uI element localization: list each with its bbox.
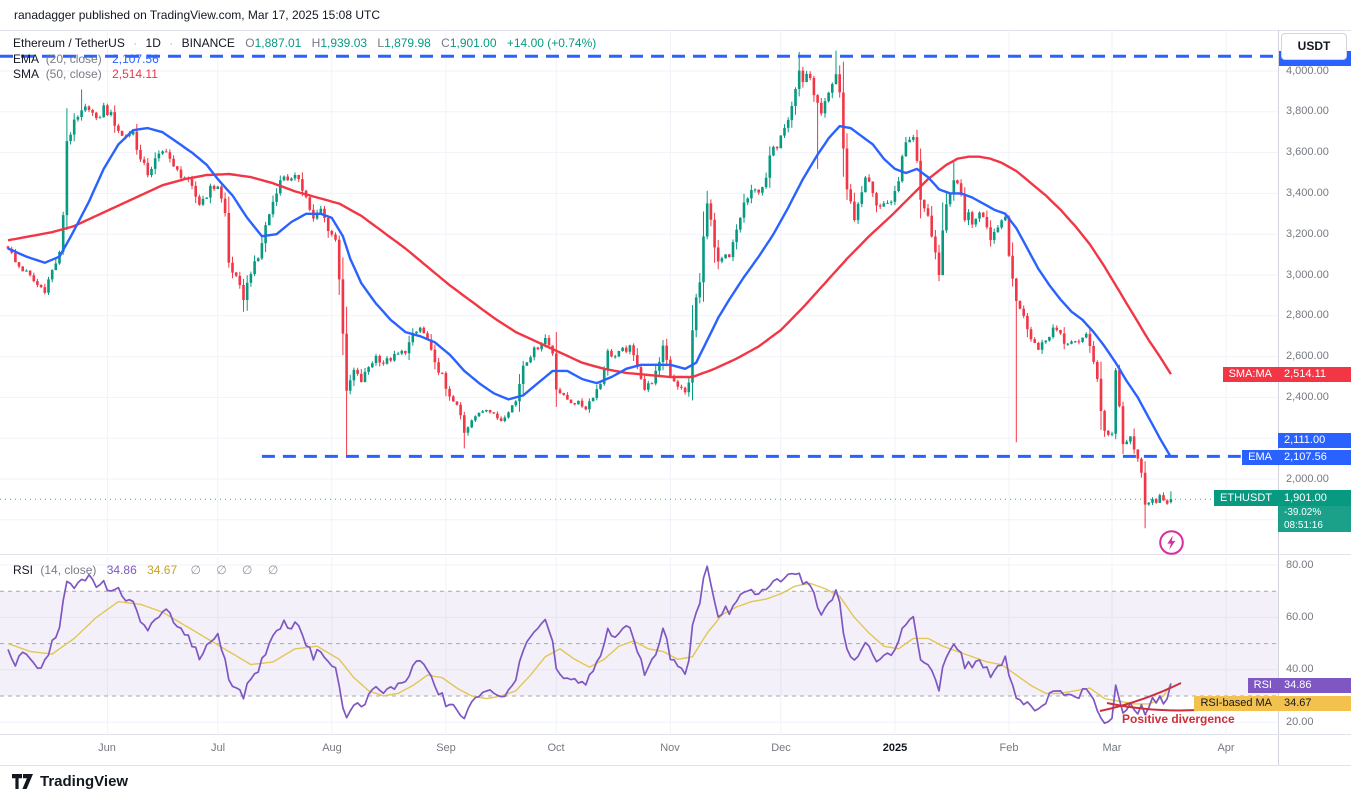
- price-axis-label: 2,800.00: [1286, 309, 1329, 321]
- ema-value: 2,107.56: [112, 52, 159, 66]
- sma-axis-badge: SMA:MA 2,514.11: [1222, 367, 1351, 382]
- ema-legend[interactable]: EMA (20, close) 2,107.56: [13, 52, 159, 66]
- ema-axis-badge-value: 2,107.56: [1284, 451, 1327, 463]
- rsi-value: 34.86: [106, 563, 137, 577]
- price-axis-label: 3,200.00: [1286, 228, 1329, 240]
- hidden-plots-icons[interactable]: ∅ ∅ ∅ ∅: [190, 563, 285, 577]
- sma-legend[interactable]: SMA (50, close) 2,514.11: [13, 67, 158, 81]
- price-axis-label: 3,800.00: [1286, 105, 1329, 117]
- exchange-label[interactable]: BINANCE: [181, 36, 235, 50]
- sma-params: (50, close): [45, 67, 102, 81]
- ema-name[interactable]: EMA: [13, 52, 39, 66]
- close-value: 1,901.00: [449, 36, 497, 50]
- close-label: C: [441, 36, 450, 50]
- rsi-line: [7, 565, 1172, 725]
- ema20-line: [7, 124, 1172, 458]
- rsi-axis-label: 60.00: [1286, 611, 1314, 623]
- time-axis-label: Jul: [210, 742, 226, 754]
- time-axis-label: Sep: [436, 742, 456, 754]
- rsi-legend[interactable]: RSI (14, close) 34.86 34.67 ∅ ∅ ∅ ∅: [13, 563, 284, 577]
- sma-axis-badge-value: 2,514.11: [1284, 368, 1327, 380]
- symbol-price-badge: ETHUSDT 1,901.00: [1214, 490, 1351, 506]
- rsi-ma-value: 34.67: [147, 563, 178, 577]
- footer-bar: TradingView: [0, 765, 1351, 796]
- time-axis-label: Apr: [1217, 742, 1235, 754]
- time-axis-label: 2025: [882, 742, 908, 754]
- currency-toggle-button[interactable]: USDT: [1281, 33, 1347, 60]
- price-axis-label: 2,000.00: [1286, 473, 1329, 485]
- rsi-name[interactable]: RSI: [13, 563, 34, 577]
- sma-value: 2,514.11: [112, 67, 158, 81]
- high-label: H: [311, 36, 321, 50]
- separator-dot: ·: [133, 36, 138, 50]
- symbol-price-badge-label: ETHUSDT: [1220, 492, 1272, 504]
- ema-params: (20, close): [45, 52, 102, 66]
- time-axis-label: Feb: [999, 742, 1019, 754]
- rsi-axis-badge: RSI 34.86: [1247, 678, 1351, 693]
- time-axis-label: Dec: [771, 742, 791, 754]
- candle-down-bodies: [6, 70, 1169, 505]
- rsi-axis-badge-value: 34.86: [1284, 679, 1312, 691]
- lightning-bolt-icon[interactable]: [1158, 529, 1185, 556]
- ema-axis-badge-label: EMA: [1248, 451, 1272, 463]
- open-label: O: [245, 36, 255, 50]
- time-axis-label: Mar: [1102, 742, 1122, 754]
- rsi-ma-axis-badge: RSI-based MA 34.67: [1194, 696, 1351, 711]
- positive-divergence-annotation[interactable]: Positive divergence: [1122, 712, 1235, 726]
- price-axis-label: 2,400.00: [1286, 391, 1329, 403]
- tradingview-logo-icon[interactable]: [12, 773, 33, 789]
- rsi-axis-badge-label: RSI: [1253, 679, 1272, 691]
- publish-text: ranadagger published on TradingView.com,…: [14, 8, 381, 22]
- time-axis-label: Aug: [322, 742, 342, 754]
- time-axis-separator: [0, 734, 1351, 735]
- price-pane[interactable]: [0, 31, 1278, 553]
- symbol-price-badge-value: 1,901.00: [1284, 492, 1327, 504]
- change-value: +14.00 (+0.74%): [506, 36, 597, 50]
- rsi-ma-line: [7, 582, 1172, 705]
- high-value: 1,939.03: [320, 36, 368, 50]
- open-value: 1,887.01: [254, 36, 302, 50]
- symbol-title[interactable]: Ethereum / TetherUS: [13, 36, 125, 50]
- candle-down-wicks: [7, 61, 1168, 529]
- sma-axis-badge-label: SMA:MA: [1228, 368, 1272, 380]
- time-axis-label: Oct: [547, 742, 565, 754]
- rsi-ma-axis-badge-value: 34.67: [1284, 697, 1312, 709]
- ema-axis-badge: EMA 2,107.56: [1242, 450, 1351, 465]
- rsi-ma-axis-badge-label: RSI-based MA: [1200, 697, 1272, 709]
- price-axis-label: 2,600.00: [1286, 350, 1329, 362]
- tradingview-wordmark[interactable]: TradingView: [40, 772, 129, 790]
- sma50-line: [7, 155, 1172, 379]
- time-axis-label: Jun: [98, 742, 116, 754]
- divergence-trendline[interactable]: [1099, 682, 1182, 712]
- separator-dot: ·: [169, 36, 174, 50]
- low-label: L: [377, 36, 385, 50]
- price-axis-label: 3,400.00: [1286, 187, 1329, 199]
- low-value: 1,879.98: [384, 36, 431, 50]
- price-axis-label: 4,000.00: [1286, 65, 1329, 77]
- rsi-params: (14, close): [40, 563, 97, 577]
- symbol-change-badge: -39.02%: [1278, 506, 1351, 519]
- sma-name[interactable]: SMA: [13, 67, 39, 81]
- price-axis-label: 3,000.00: [1286, 269, 1329, 281]
- rsi-axis-label: 20.00: [1286, 716, 1314, 728]
- bar-countdown-badge: 08:51:16: [1278, 519, 1351, 532]
- level-axis-badge: 2,111.00: [1278, 433, 1351, 448]
- interval-label[interactable]: 1D: [145, 36, 161, 50]
- time-axis-label: Nov: [660, 742, 680, 754]
- candle-up-bodies: [25, 70, 1173, 505]
- price-axis-border: [1278, 30, 1279, 765]
- candle-up-wicks: [25, 50, 1172, 506]
- pane-separator[interactable]: [0, 554, 1351, 555]
- price-axis-label: 3,600.00: [1286, 146, 1329, 158]
- symbol-legend[interactable]: Ethereum / TetherUS · 1D · BINANCE O1,88…: [13, 36, 596, 50]
- rsi-axis-label: 40.00: [1286, 663, 1314, 675]
- rsi-axis-label: 80.00: [1286, 559, 1314, 571]
- rsi-pane[interactable]: [0, 557, 1278, 733]
- publish-bar: ranadagger published on TradingView.com,…: [0, 0, 1351, 31]
